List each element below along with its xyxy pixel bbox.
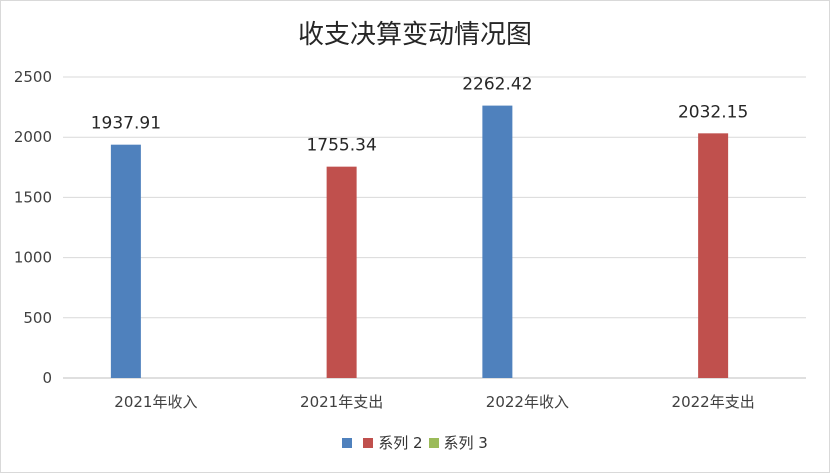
x-tick-label: 2022年支出: [672, 393, 755, 411]
data-label: 2032.15: [678, 102, 748, 122]
legend-swatch-series-3: [428, 437, 439, 448]
x-tick-label: 2021年收入: [114, 393, 197, 411]
data-label: 2262.42: [462, 75, 532, 95]
x-tick-label: 2021年支出: [300, 393, 383, 411]
y-tick-label: 500: [23, 309, 52, 327]
y-tick-label: 1500: [14, 188, 52, 206]
bar: [110, 144, 141, 378]
bar: [482, 105, 513, 379]
chart-title: 收支决算变动情况图: [297, 20, 532, 50]
legend-item-series-2: 系列 2: [363, 432, 423, 453]
x-tick-label: 2022年收入: [486, 393, 569, 411]
legend-label-series-2: 系列 2: [378, 434, 423, 452]
y-tick-label: 0: [42, 369, 52, 387]
legend-swatch-series-1: [342, 437, 353, 448]
bar: [326, 166, 357, 378]
chart-legend: 系列 2 系列 3: [0, 432, 830, 453]
legend-label-series-3: 系列 3: [443, 434, 488, 452]
y-tick-label: 2000: [14, 128, 52, 146]
legend-item-series-1: [342, 437, 357, 448]
y-tick-label: 2500: [14, 68, 52, 86]
bar: [698, 133, 729, 378]
legend-swatch-series-2: [363, 437, 374, 448]
data-label: 1937.91: [91, 114, 161, 134]
legend-item-series-3: 系列 3: [428, 432, 488, 453]
data-label: 1755.34: [306, 136, 376, 156]
y-tick-label: 1000: [14, 249, 52, 267]
